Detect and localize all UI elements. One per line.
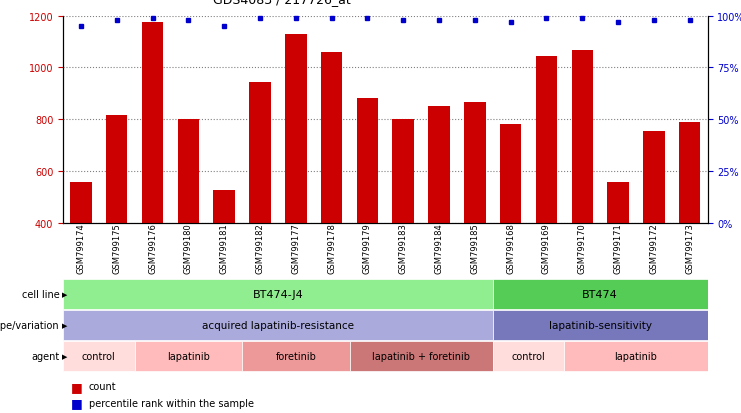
Bar (643, 131, 665, 223)
Bar (608, 183, 629, 223)
Bar (493, 341, 565, 371)
Text: GSM799177: GSM799177 (291, 223, 300, 274)
Text: GSM799176: GSM799176 (148, 223, 157, 274)
Bar (565, 341, 708, 371)
Bar (428, 107, 450, 223)
Bar (142, 23, 163, 223)
Text: control: control (82, 351, 116, 361)
Bar (249, 82, 270, 223)
Text: GSM799178: GSM799178 (327, 223, 336, 274)
Text: ▶: ▶ (62, 291, 67, 297)
Text: GSM799184: GSM799184 (434, 223, 444, 274)
Bar (679, 122, 700, 223)
Text: BT474-J4: BT474-J4 (253, 289, 303, 299)
Bar (536, 57, 557, 223)
Bar (571, 51, 593, 223)
Text: lapatinib-sensitivity: lapatinib-sensitivity (548, 320, 652, 330)
Bar (178, 120, 199, 223)
Text: foretinib: foretinib (276, 351, 316, 361)
Bar (356, 99, 378, 223)
Text: GSM799174: GSM799174 (76, 223, 85, 274)
Bar (242, 341, 350, 371)
Text: acquired lapatinib-resistance: acquired lapatinib-resistance (202, 320, 354, 330)
Bar (493, 280, 708, 309)
Text: lapatinib: lapatinib (614, 351, 657, 361)
Text: agent: agent (31, 351, 59, 361)
Bar (321, 52, 342, 223)
Text: GSM799179: GSM799179 (363, 223, 372, 274)
Bar (106, 116, 127, 223)
Bar (63, 341, 135, 371)
Bar (464, 103, 485, 223)
Bar (500, 125, 522, 223)
Bar (63, 280, 493, 309)
Text: GSM799173: GSM799173 (685, 223, 694, 274)
Text: lapatinib + foretinib: lapatinib + foretinib (372, 351, 470, 361)
Text: ▶: ▶ (62, 353, 67, 359)
Text: count: count (89, 381, 116, 391)
Text: BT474: BT474 (582, 289, 618, 299)
Text: control: control (512, 351, 545, 361)
Bar (135, 341, 242, 371)
Text: GSM799185: GSM799185 (471, 223, 479, 274)
Bar (393, 120, 414, 223)
Text: cell line: cell line (21, 289, 59, 299)
Text: GSM799170: GSM799170 (578, 223, 587, 274)
Bar (350, 341, 493, 371)
Text: GSM799182: GSM799182 (256, 223, 265, 274)
Bar (213, 191, 235, 223)
Text: percentile rank within the sample: percentile rank within the sample (89, 398, 254, 408)
Text: GSM799175: GSM799175 (112, 223, 122, 274)
Text: GSM799168: GSM799168 (506, 223, 515, 274)
Text: lapatinib: lapatinib (167, 351, 210, 361)
Bar (70, 183, 92, 223)
Text: GSM799172: GSM799172 (649, 223, 659, 274)
Text: GSM799181: GSM799181 (219, 223, 229, 274)
Bar (493, 311, 708, 340)
Text: GDS4083 / 217726_at: GDS4083 / 217726_at (213, 0, 350, 6)
Text: ▶: ▶ (62, 322, 67, 328)
Text: GSM799180: GSM799180 (184, 223, 193, 274)
Text: GSM799171: GSM799171 (614, 223, 622, 274)
Bar (63, 311, 493, 340)
Text: ■: ■ (70, 380, 82, 393)
Text: GSM799169: GSM799169 (542, 223, 551, 274)
Bar (285, 35, 307, 223)
Text: genotype/variation: genotype/variation (0, 320, 59, 330)
Text: GSM799183: GSM799183 (399, 223, 408, 274)
Text: ■: ■ (70, 396, 82, 409)
